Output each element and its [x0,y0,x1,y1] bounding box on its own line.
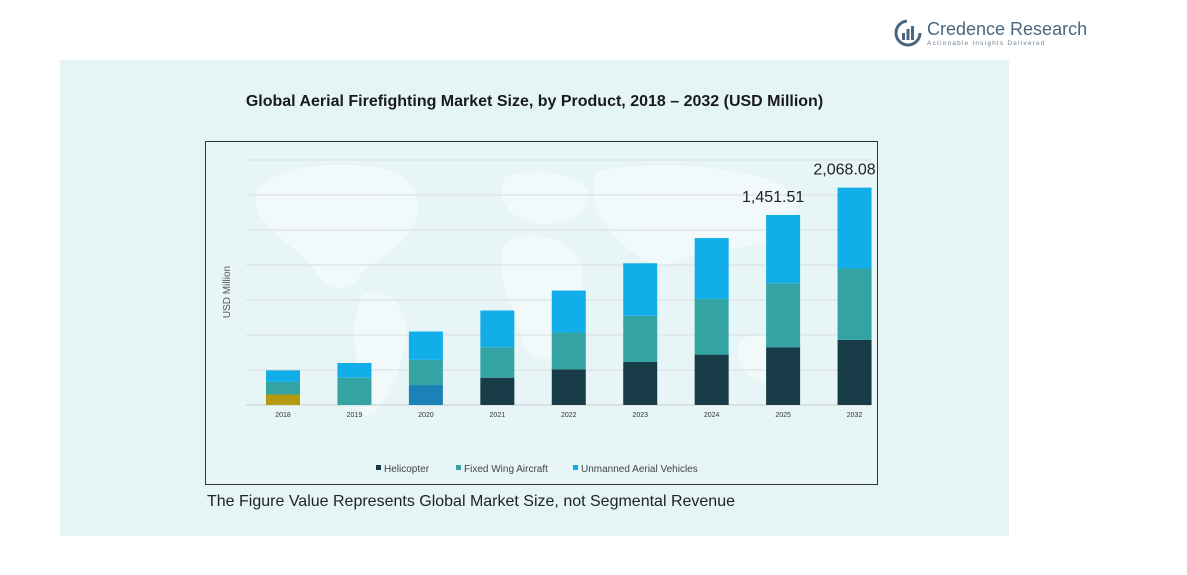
chart-logo-icon [894,19,922,47]
chart-title: Global Aerial Firefighting Market Size, … [245,93,824,110]
bar-segment-helicopter [837,339,872,405]
bar-segment-helicopter [266,394,300,405]
x-tick-label: 2020 [418,412,434,419]
brand-tagline: Actionable Insights Delivered [927,40,1046,47]
x-tick-label: 2024 [704,412,720,419]
chart-footnote: The Figure Value Represents Global Marke… [207,493,735,510]
brand-name: Credence Research [927,19,1088,39]
bar-segment-helicopter [551,369,586,405]
stacked-bar-chart: USD Million 2018 2019 2020 2021 2022 2023 2024 2… [222,159,876,475]
bar-segment-fixed-wing-aircraft [551,332,586,370]
bar-segment-unmanned-aerial-vehicles [480,310,515,348]
bar-segment-fixed-wing-aircraft [837,268,872,340]
bar-segment-helicopter [408,385,443,405]
bar-segment-helicopter [480,377,515,405]
x-tick-label: 2018 [275,412,291,419]
bar-segment-helicopter [694,354,729,405]
x-tick-label: 2022 [561,412,577,419]
legend-swatch [573,465,578,470]
bar-segment-fixed-wing-aircraft [337,377,372,405]
bar-segment-unmanned-aerial-vehicles [837,187,872,269]
x-tick-label: 2032 [847,412,863,419]
bar-segment-fixed-wing-aircraft [623,315,658,362]
legend-swatch [376,465,381,470]
x-tick-label: 2021 [490,412,506,419]
bar-segment-fixed-wing-aircraft [694,298,729,355]
brand-logo: Credence Research Actionable Insights De… [894,16,1088,50]
legend-label: Helicopter [384,464,430,475]
plot-frame: USD Million 2018 2019 2020 2021 2022 2023 2024 2… [205,141,878,485]
bar-segment-helicopter [623,361,658,405]
bar-segment-unmanned-aerial-vehicles [766,214,801,284]
bar-segment-unmanned-aerial-vehicles [266,370,300,382]
legend-swatch [456,465,461,470]
bar-segment-helicopter [766,347,801,405]
x-tick-label: 2023 [632,412,648,419]
legend-label: Fixed Wing Aircraft [464,464,548,475]
bar-segment-unmanned-aerial-vehicles [551,290,586,333]
x-tick-label: 2025 [775,412,791,419]
bar-segment-fixed-wing-aircraft [408,359,443,386]
bar-segment-unmanned-aerial-vehicles [694,238,729,299]
data-label: 2,068.08 [813,162,875,179]
legend-label: Unmanned Aerial Vehicles [581,464,698,475]
y-axis-label: USD Million [222,266,233,318]
bar-segment-unmanned-aerial-vehicles [623,263,658,316]
x-tick-label: 2019 [347,412,363,419]
bar-segment-fixed-wing-aircraft [766,283,801,348]
bar-segment-unmanned-aerial-vehicles [408,331,443,360]
bar-segment-fixed-wing-aircraft [480,347,515,378]
data-label: 1,451.51 [742,189,804,206]
bar-segment-fixed-wing-aircraft [266,381,300,395]
bar-segment-unmanned-aerial-vehicles [337,363,372,378]
